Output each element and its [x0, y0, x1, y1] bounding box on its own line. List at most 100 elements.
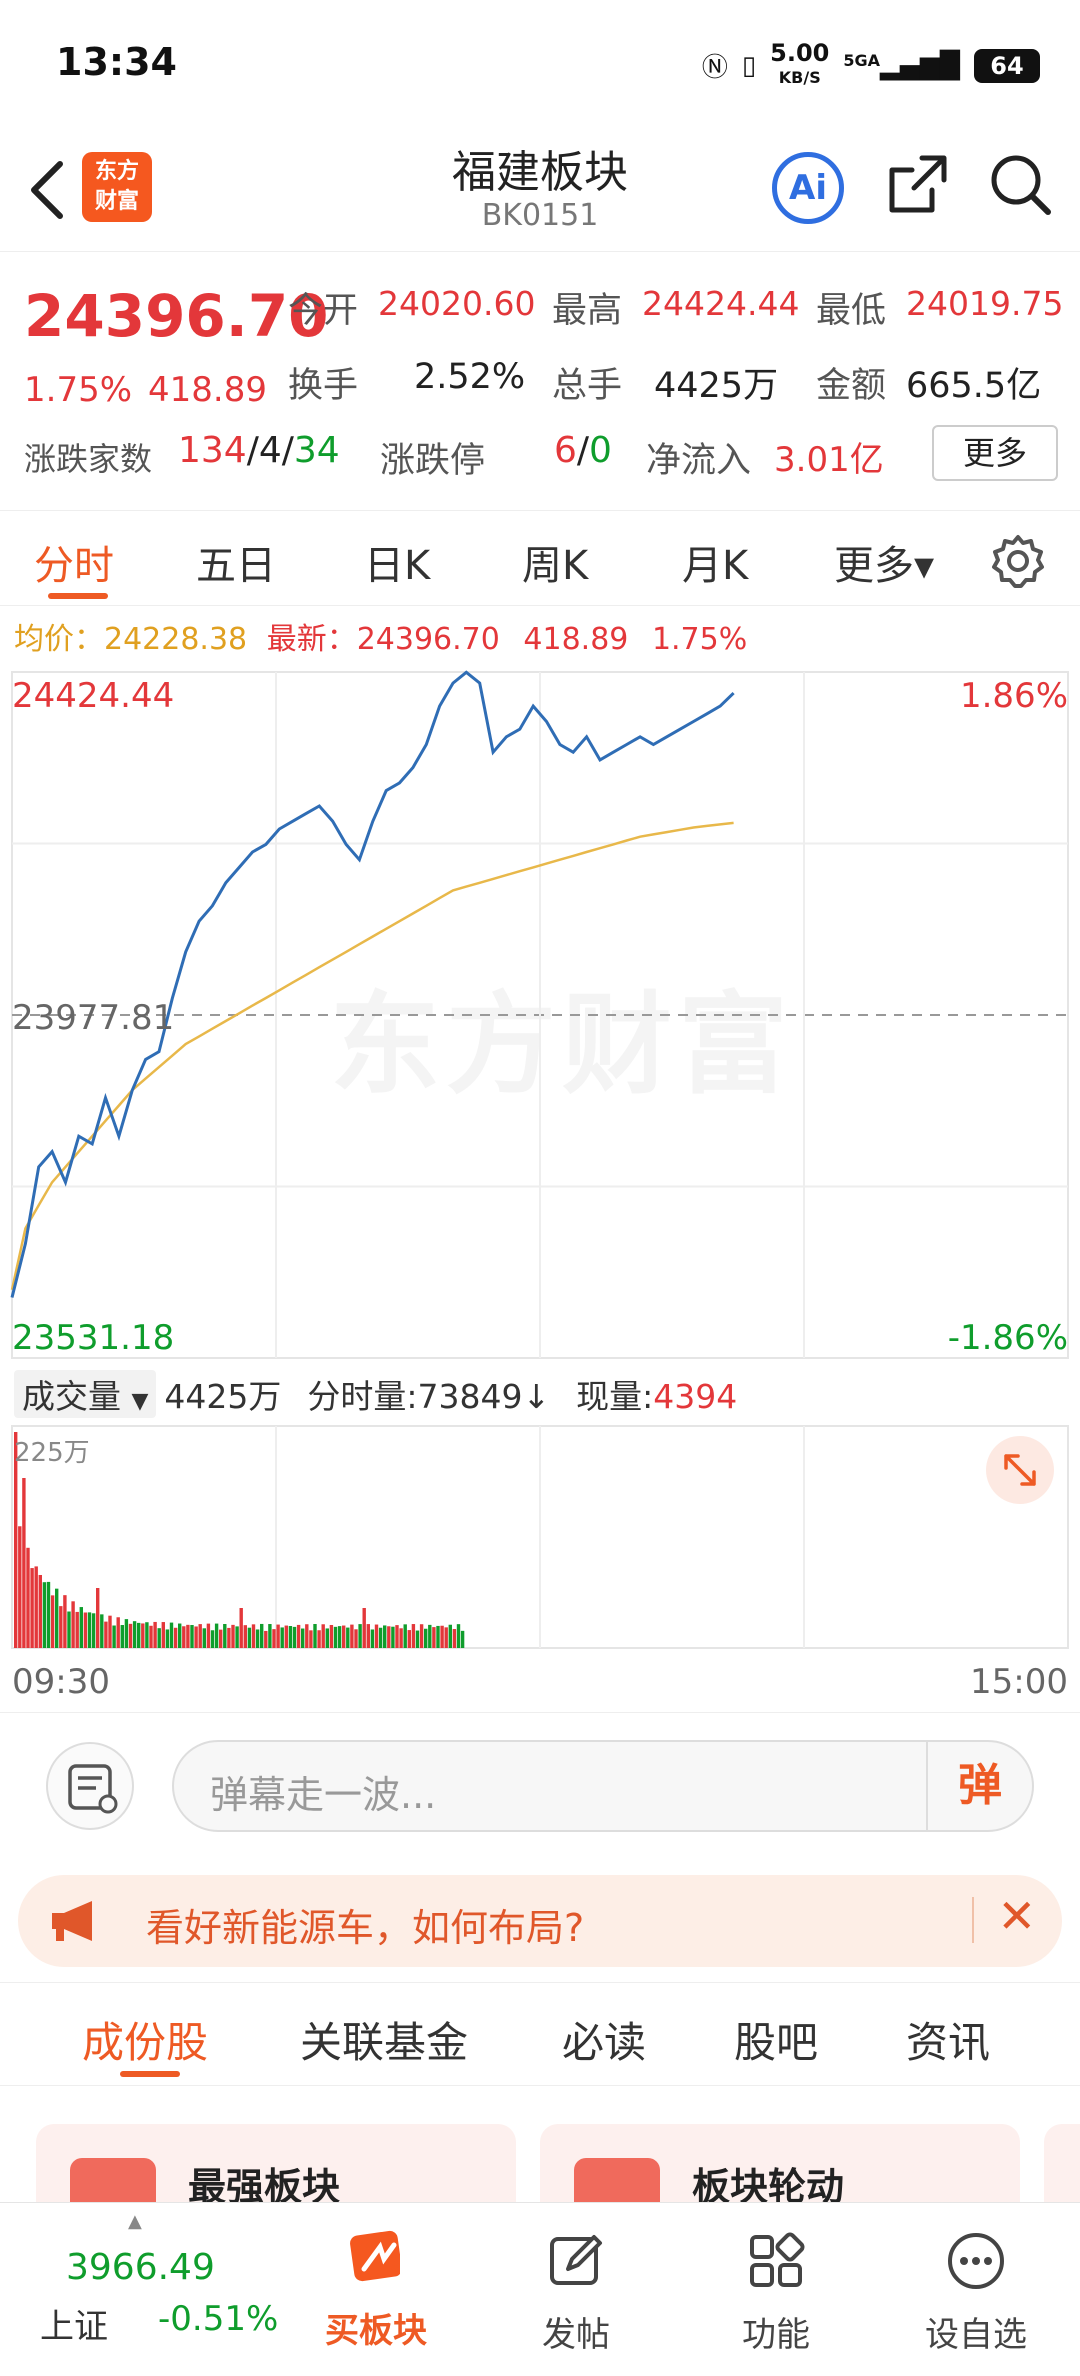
price-line — [10, 670, 735, 1298]
volume-bar — [272, 1629, 276, 1648]
volume-bar — [227, 1627, 231, 1648]
volume-bar — [460, 1630, 465, 1648]
danmaku-settings-icon — [68, 1764, 118, 1814]
high-value: 24424.44 — [642, 284, 800, 323]
nav-add-watchlist[interactable]: 设自选 — [876, 2203, 1076, 2376]
tab-intraday[interactable]: 分时 — [34, 543, 114, 589]
tick-volume-label: 分时量: — [307, 1377, 418, 1416]
status-time: 13:34 — [56, 40, 177, 84]
app-logo: 东方 财富 — [82, 152, 152, 222]
tab-weekly-k[interactable]: 周K — [522, 543, 589, 589]
turnover-label: 换手 — [288, 366, 359, 406]
tab-must-read[interactable]: 必读 — [562, 2018, 647, 2067]
back-arrow-icon[interactable] — [22, 158, 72, 222]
low-value: 24019.75 — [906, 284, 1064, 323]
volume-grid — [11, 1425, 1069, 1649]
tab-constituents[interactable]: 成份股 — [82, 2018, 209, 2067]
nav-label: 买板块 — [325, 2311, 427, 2351]
volume-bar — [100, 1614, 104, 1648]
nav-buy-sector[interactable]: 买板块 — [276, 2203, 476, 2376]
volume-bar — [436, 1625, 440, 1648]
change-amount: 418.89 — [148, 370, 267, 410]
volume-bar — [231, 1624, 235, 1648]
close-icon[interactable]: ✕ — [997, 1889, 1036, 1943]
search-icon[interactable] — [988, 152, 1054, 218]
ai-assistant-button[interactable]: Ai — [772, 152, 844, 224]
volume-total: 4425万 — [164, 1377, 282, 1416]
divider — [0, 1712, 1080, 1713]
volume-bar — [161, 1622, 165, 1648]
expand-chart-button[interactable] — [986, 1436, 1054, 1504]
tab-related-funds[interactable]: 关联基金 — [300, 2018, 469, 2067]
signal-icon: 5GA▂▄▆█ — [843, 50, 960, 81]
y-max-label: 24424.44 — [12, 676, 175, 716]
nav-post[interactable]: 发帖 — [476, 2203, 676, 2376]
tab-news[interactable]: 资讯 — [906, 2018, 991, 2067]
volume-bar — [178, 1623, 182, 1648]
chart-period-tabs: 分时 五日 日K 周K 月K 更多▾ — [0, 510, 1080, 606]
danmaku-settings-button[interactable] — [46, 1742, 134, 1830]
index-ticker[interactable]: ▲ 3966.49 上证 -0.51% — [0, 2203, 290, 2376]
volume-scale-label: 225万 — [14, 1438, 90, 1468]
separator: / — [246, 430, 259, 471]
volume-bar — [239, 1608, 243, 1648]
nav-functions[interactable]: 功能 — [676, 2203, 876, 2376]
volume-bar — [243, 1625, 247, 1648]
volume-bar — [186, 1624, 190, 1648]
avg-price-label: 均价： — [14, 622, 104, 657]
danmaku-input[interactable]: 弹幕走一波... 弹 — [172, 1740, 1034, 1832]
volume-chart[interactable] — [0, 1424, 1080, 1654]
volume-bar — [448, 1624, 452, 1648]
volume-selector[interactable]: 成交量 ▼ — [14, 1370, 157, 1418]
volume-bar — [407, 1630, 411, 1648]
promo-banner[interactable]: 看好新能源车，如何布局? ✕ — [18, 1875, 1062, 1967]
banner-separator — [972, 1897, 974, 1943]
volume-bar — [46, 1581, 51, 1648]
tick-volume-value: 73849↓ — [417, 1377, 551, 1416]
volume-bar — [223, 1624, 227, 1648]
volume-bar — [75, 1611, 79, 1648]
more-quote-button[interactable]: 更多 — [932, 425, 1058, 481]
volume-bar — [342, 1625, 346, 1648]
low-label: 最低 — [816, 291, 887, 331]
network-speed-unit: KB/S — [778, 68, 821, 87]
volume-bar — [387, 1626, 391, 1648]
volume-bar — [157, 1628, 161, 1648]
volume-bar — [87, 1612, 92, 1648]
change-percent: 1.75% — [24, 370, 133, 410]
sector-code: BK0151 — [481, 198, 599, 233]
volume-bar — [456, 1624, 461, 1648]
tab-daily-k[interactable]: 日K — [364, 543, 431, 589]
intraday-chart[interactable] — [0, 668, 1080, 1368]
chart-grid — [11, 671, 1069, 1359]
tab-forum[interactable]: 股吧 — [734, 2018, 819, 2067]
tab-more-periods[interactable]: 更多▾ — [834, 543, 935, 589]
content-tabs: 成份股 关联基金 必读 股吧 资讯 — [0, 1982, 1080, 2086]
network-speed: 5.00 KB/S — [770, 41, 829, 89]
index-change: -0.51% — [158, 2299, 279, 2339]
volume-bar — [280, 1627, 284, 1648]
danmaku-send-button[interactable]: 弹 — [926, 1742, 1032, 1830]
volume-bar — [182, 1626, 186, 1648]
tab-monthly-k[interactable]: 月K — [682, 543, 749, 589]
y-max-pct-label: 1.86% — [959, 676, 1068, 716]
tab-five-day[interactable]: 五日 — [196, 543, 276, 589]
logo-text-2: 财富 — [94, 189, 139, 214]
volume-bar — [350, 1624, 354, 1648]
volume-bar — [22, 1478, 26, 1648]
volume-bar — [202, 1628, 206, 1648]
volume-bar — [71, 1601, 75, 1648]
avg-price-value: 24228.38 — [104, 622, 248, 657]
netflow-label: 净流入 — [646, 441, 752, 481]
latest-change: 418.89 — [523, 622, 629, 657]
volume-bar — [403, 1624, 407, 1648]
gear-icon[interactable] — [990, 533, 1046, 589]
volume-bar — [428, 1624, 432, 1648]
volume-bar — [333, 1626, 338, 1648]
volume-bar — [362, 1608, 366, 1648]
volume-header: 成交量 ▼ 4425万 分时量:73849↓ 现量:4394 — [14, 1370, 737, 1418]
limit-down-count: 0 — [589, 430, 612, 471]
share-icon[interactable] — [886, 152, 950, 216]
volume-bar — [383, 1625, 387, 1648]
nav-label: 发帖 — [542, 2315, 610, 2355]
